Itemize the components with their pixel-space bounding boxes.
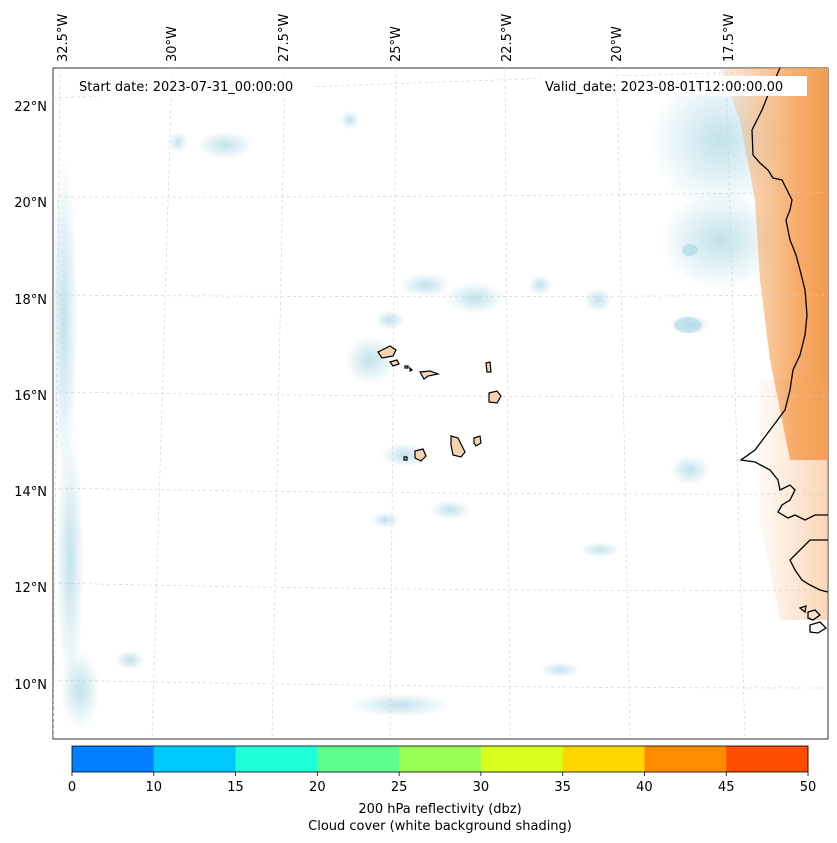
valid-date-text: Valid_date: 2023-08-01T12:00:00.00 (545, 80, 783, 95)
colorbar-segment (399, 746, 482, 772)
lon-label: 22.5°W (500, 14, 515, 62)
gridlines (53, 68, 828, 739)
start-date-box: Start date: 2023-07-31_00:00:00 (72, 76, 314, 96)
lon-label: 30°W (165, 26, 180, 62)
lat-label: 22°N (14, 100, 47, 115)
colorbar-tick-label: 10 (146, 780, 163, 795)
lon-label: 25°W (389, 26, 404, 62)
colorbar-segments (72, 746, 809, 772)
lat-label: 14°N (14, 485, 47, 500)
reflectivity-shading (720, 68, 828, 620)
lat-label: 16°N (14, 389, 47, 404)
colorbar-segment (480, 746, 564, 772)
lat-label: 12°N (14, 581, 47, 596)
colorbar-label-reflectivity: 200 hPa reflectivity (dbz) (358, 802, 521, 817)
colorbar-tick-label: 45 (718, 780, 735, 795)
colorbar-tick-label: 30 (473, 780, 490, 795)
colorbar-segment (72, 746, 155, 772)
cape-verde-islands (377, 345, 502, 462)
colorbar-tick-label: 50 (800, 780, 817, 795)
colorbar-segment (235, 746, 318, 772)
colorbar-tick-label: 15 (227, 780, 244, 795)
colorbar-tick-label: 25 (391, 780, 408, 795)
map-panel (52, 67, 829, 740)
colorbar-segment (726, 746, 809, 772)
colorbar-tick-label: 0 (68, 780, 76, 795)
colorbar-label-cloud-cover: Cloud cover (white background shading) (308, 819, 572, 834)
valid-date-box: Valid_date: 2023-08-01T12:00:00.00 (540, 76, 807, 96)
colorbar-segment (153, 746, 237, 772)
colorbar-tick-label: 35 (554, 780, 571, 795)
african-coastline (739, 68, 828, 634)
lat-label: 10°N (14, 678, 47, 693)
lat-label: 18°N (14, 293, 47, 308)
lon-label: 27.5°W (277, 14, 292, 62)
colorbar-tick-label: 20 (309, 780, 326, 795)
colorbar-segment (562, 746, 645, 772)
colorbar-frame (71, 745, 809, 773)
start-date-text: Start date: 2023-07-31_00:00:00 (79, 80, 293, 95)
colorbar-segment (317, 746, 400, 772)
colorbar-tick-label: 40 (636, 780, 653, 795)
lon-label: 17.5°W (722, 14, 737, 62)
lon-label: 20°W (610, 26, 625, 62)
latitude-labels: 22°N 20°N 18°N 16°N 14°N 12°N 10°N (14, 100, 47, 693)
lat-label: 20°N (14, 196, 47, 211)
lon-label: 32.5°W (56, 14, 71, 62)
colorbar-ticks: 0 10 15 20 25 30 35 40 45 50 (68, 772, 816, 795)
colorbar: 0 10 15 20 25 30 35 40 45 50 200 hPa reflectivity… (68, 745, 816, 834)
longitude-labels: 32.5°W 30°W 27.5°W 25°W 22.5°W 20°W 17.5… (56, 14, 737, 62)
colorbar-segment (644, 746, 727, 772)
